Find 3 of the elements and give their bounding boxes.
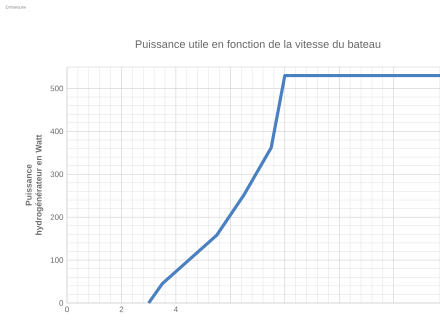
chart-title: Puissance utile en fonction de la vitesse du bateau: [136, 40, 380, 48]
line-series: [147, 74, 440, 305]
y-axis-title: Puissance hydrogénérateur en Watt: [25, 134, 44, 235]
